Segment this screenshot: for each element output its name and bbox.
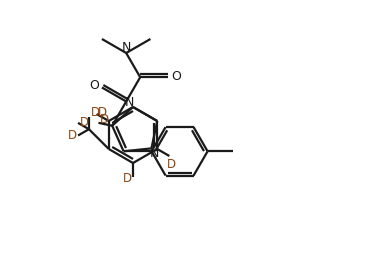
Text: N: N (121, 41, 131, 54)
Text: D: D (98, 106, 107, 118)
Text: D: D (90, 106, 100, 119)
Text: D: D (100, 113, 109, 126)
Text: D: D (167, 157, 176, 171)
Text: N: N (124, 96, 134, 110)
Text: O: O (171, 70, 181, 83)
Text: D: D (67, 129, 77, 142)
Text: N: N (150, 147, 159, 160)
Text: O: O (89, 79, 99, 92)
Text: D: D (122, 172, 132, 185)
Text: D: D (80, 116, 88, 129)
